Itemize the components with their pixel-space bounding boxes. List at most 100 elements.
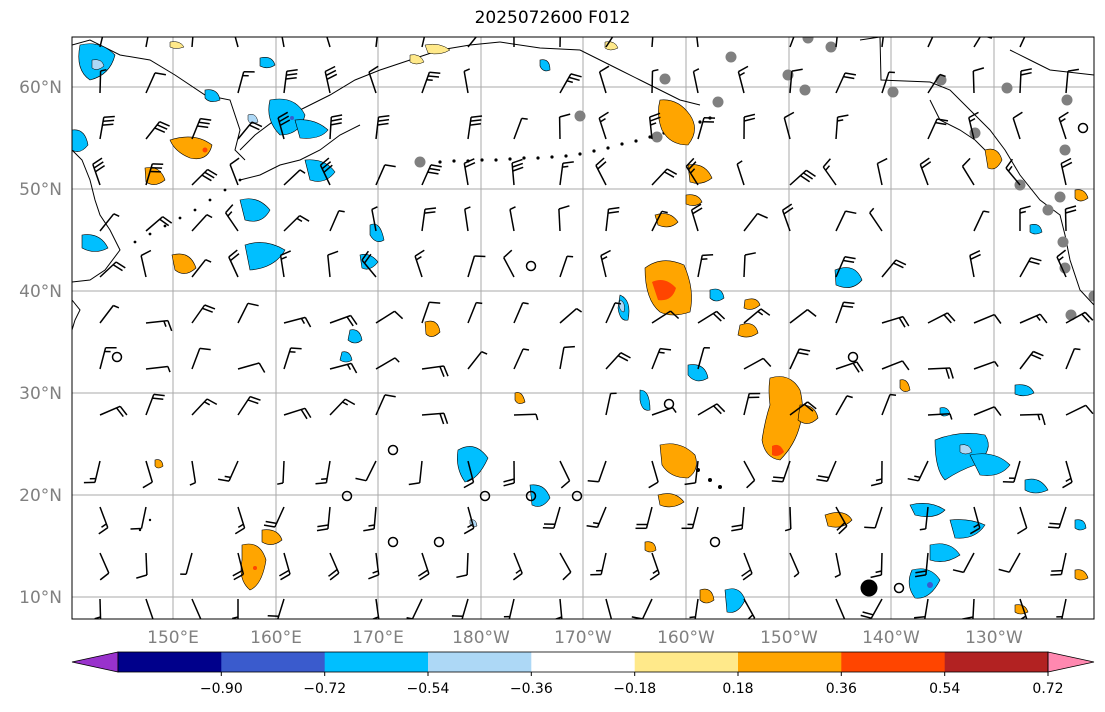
wind-barb-flag	[946, 312, 956, 322]
wind-barb-flag	[836, 522, 846, 531]
wind-barb-flag	[1061, 161, 1073, 169]
wind-barb-flag	[234, 527, 245, 535]
wind-barb-icon	[789, 506, 792, 530]
wind-barb-icon	[651, 70, 654, 94]
wind-barb-icon	[234, 37, 239, 48]
wind-barb-flag	[503, 478, 515, 483]
wind-barb-flag	[782, 203, 793, 211]
wind-barb-flag	[895, 259, 907, 266]
wind-barb-flag	[837, 119, 844, 122]
wind-barb-flag	[285, 76, 297, 80]
wind-barb-flag	[503, 249, 513, 259]
wind-barb-flag	[427, 171, 439, 175]
wind-barb-flag	[464, 206, 471, 210]
wind-barb-flag	[469, 123, 481, 126]
wind-barb-flag	[1018, 620, 1027, 626]
wind-barb-flag	[566, 80, 573, 84]
wind-barb-flag	[620, 352, 631, 359]
wind-barb-flag	[326, 73, 338, 80]
wind-barb-flag	[983, 32, 994, 35]
wind-barb-flag	[870, 574, 882, 579]
wind-barb-icon	[185, 552, 193, 575]
wind-barb-flag	[456, 574, 468, 579]
wind-barb-flag	[1037, 414, 1041, 421]
wind-barb-flag	[1059, 117, 1066, 123]
lon-label: 180°W	[452, 628, 510, 648]
positive-contours	[144, 99, 1089, 615]
wind-barb-icon	[881, 315, 904, 324]
wind-barb-icon	[145, 460, 154, 483]
wind-barb-flag	[608, 206, 620, 210]
station-dots	[414, 37, 1094, 321]
wind-barb-flag	[443, 365, 449, 377]
wind-barb-icon	[421, 37, 426, 48]
wind-barb-icon	[835, 598, 846, 619]
wind-barb-flag	[652, 68, 659, 72]
wind-barb-flag	[712, 312, 722, 322]
wind-barb-flag	[652, 569, 659, 575]
wind-barb-flag	[860, 614, 872, 619]
wind-barb-icon	[1065, 71, 1069, 94]
wind-barb-flag	[804, 403, 814, 412]
colorbar-swatch	[841, 652, 946, 672]
wind-barb-flag	[299, 214, 310, 222]
wind-barb-flag	[742, 572, 753, 581]
wind-barb-icon	[513, 118, 523, 140]
wind-barb-icon	[145, 365, 168, 370]
wind-barb-flag	[232, 20, 242, 26]
wind-barb-flag	[258, 362, 266, 373]
wind-barb-flag	[368, 574, 379, 580]
colorbar-tick-label: −0.36	[510, 681, 553, 697]
colorbar-tick-label: 0.72	[1032, 681, 1063, 697]
wind-barb-flag	[233, 27, 238, 30]
lat-label: 30°N	[19, 384, 62, 404]
wind-barb-flag	[738, 65, 749, 73]
wind-barb-flag	[115, 261, 126, 269]
wind-barb-icon	[1008, 552, 1021, 573]
wind-barb-icon	[140, 506, 147, 529]
wind-barb-icon	[973, 313, 995, 324]
wind-barb-flag	[321, 478, 328, 481]
wind-barb-flag	[140, 249, 152, 257]
wind-barb-icon	[375, 357, 396, 370]
wind-barb-flag	[199, 347, 211, 351]
wind-barb-flag	[280, 256, 287, 260]
wind-barb-icon	[467, 351, 483, 370]
wind-barb-flag	[672, 407, 677, 414]
wind-barb-flag	[684, 621, 695, 622]
wind-barb-flag	[93, 161, 104, 169]
wind-barb-icon	[1019, 506, 1028, 529]
wind-barb-flag	[471, 115, 483, 118]
wind-barb-flag	[837, 114, 849, 118]
wind-barb-flag	[249, 124, 260, 131]
wind-barb-flag	[227, 621, 238, 624]
wind-barb-flag	[793, 572, 800, 578]
lat-label: 60°N	[19, 78, 62, 98]
colorbar-frame	[117, 651, 1049, 673]
wind-barb-flag	[328, 568, 338, 577]
wind-barb-flag	[914, 616, 926, 619]
wind-barb-flag	[744, 252, 756, 256]
wind-barb-flag	[233, 573, 244, 581]
wind-barb-flag	[914, 621, 925, 622]
wind-barb-icon	[145, 598, 154, 619]
wind-barb-flag	[877, 157, 888, 165]
wind-barb-flag	[994, 361, 999, 368]
wind-barb-flag	[1081, 313, 1090, 323]
wind-barb-flag	[587, 480, 599, 483]
wind-barb-flag	[552, 621, 562, 625]
wind-barb-flag	[799, 348, 811, 352]
wind-barb-icon	[559, 552, 572, 573]
wind-barb-flag	[576, 307, 583, 313]
wind-barb-flag	[802, 172, 814, 180]
map-title: 2025072600 F012	[474, 8, 631, 28]
wind-barb-icon	[559, 255, 568, 278]
wind-barb-flag	[852, 362, 860, 373]
lat-label: 10°N	[19, 588, 62, 608]
wind-barb-flag	[661, 210, 668, 214]
wind-barb-flag	[744, 117, 756, 122]
wind-barb-flag	[1019, 205, 1031, 210]
wind-barb-icon	[605, 37, 614, 48]
wind-barb-flag	[1051, 621, 1062, 622]
